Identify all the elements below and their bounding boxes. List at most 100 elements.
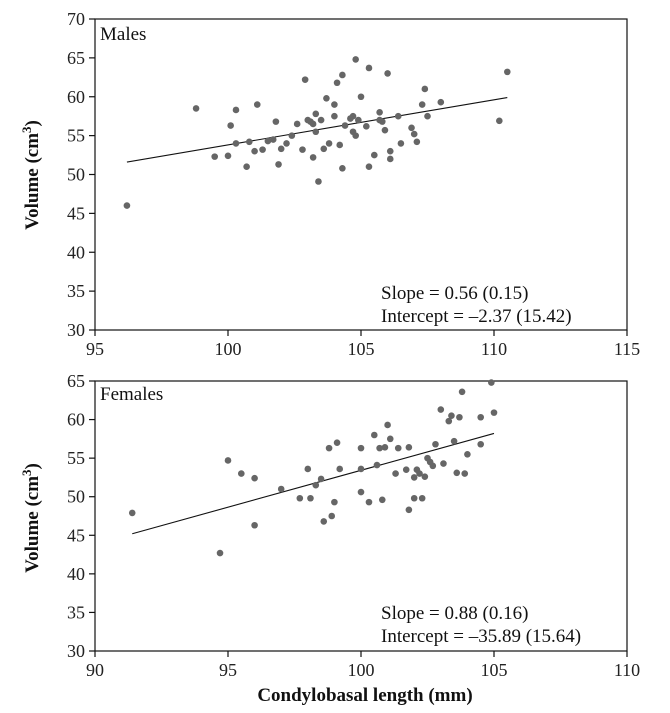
males-y-tick-label: 30 <box>67 320 85 340</box>
males-data-point <box>336 141 344 149</box>
males-x-tick-label: 110 <box>481 339 507 359</box>
females-data-point <box>477 413 485 421</box>
males-y-tick-label: 45 <box>67 203 85 223</box>
females-data-point <box>384 421 391 429</box>
females-data-point <box>307 494 314 502</box>
females-data-point <box>490 409 498 416</box>
males-x-tick-label: 95 <box>86 339 104 359</box>
females-data-point <box>277 485 285 493</box>
females-data-point <box>357 444 365 452</box>
males-x-tick-label: 115 <box>614 339 640 359</box>
females-data-point <box>477 440 485 448</box>
males-data-point <box>341 122 349 129</box>
females-data-point <box>456 413 463 421</box>
males-data-point <box>275 161 282 168</box>
males-y-tick-label: 60 <box>67 87 85 107</box>
males-panel-title: Males <box>100 24 146 45</box>
females-data-point <box>373 461 381 469</box>
males-y-tick-label: 55 <box>67 126 85 146</box>
females-data-point <box>437 406 445 413</box>
males-data-point <box>371 151 378 159</box>
females-slope-text: Slope = 0.88 (0.16) <box>381 603 528 624</box>
females-data-point <box>216 549 224 557</box>
males-data-point <box>312 128 320 136</box>
males-data-point <box>272 118 280 125</box>
females-data-point <box>440 460 447 467</box>
females-data-point <box>320 518 328 525</box>
males-data-point <box>320 145 328 153</box>
females-data-point <box>357 488 365 496</box>
females-data-point <box>381 444 389 451</box>
females-data-point <box>450 437 458 445</box>
females-data-point <box>304 465 312 473</box>
males-y-axis-label: Volume (cm3) <box>19 120 43 230</box>
females-y-tick-label: 35 <box>67 602 85 622</box>
males-data-point <box>365 64 373 72</box>
females-data-point <box>296 494 304 502</box>
females-data-point <box>461 470 469 477</box>
males-data-point <box>349 112 357 120</box>
males-y-tick-label: 70 <box>67 9 85 29</box>
females-data-point <box>432 440 439 448</box>
males-data-point <box>288 132 296 139</box>
females-data-point <box>224 457 232 464</box>
males-data-point <box>232 106 240 114</box>
females-data-point <box>418 494 426 502</box>
males-data-point <box>331 112 338 120</box>
females-data-point <box>445 417 453 425</box>
males-data-point <box>496 117 503 125</box>
females-y-tick-label: 65 <box>67 371 85 391</box>
males-data-point <box>355 116 362 124</box>
females-y-tick-label: 45 <box>67 525 85 545</box>
females-panel: Females Volume (cm3) Slope = 0.88 (0.16)… <box>19 371 640 680</box>
males-data-point <box>418 101 426 108</box>
females-y-tick-label: 55 <box>67 448 85 468</box>
males-data-point <box>352 56 359 63</box>
males-intercept-text: Intercept = –2.37 (15.42) <box>381 306 572 327</box>
females-data-point <box>392 470 399 477</box>
males-data-point <box>245 138 253 146</box>
females-data-point <box>325 444 333 452</box>
females-y-tick-label: 40 <box>67 564 85 584</box>
females-data-point <box>453 469 461 477</box>
males-data-point <box>376 109 383 116</box>
females-data-point <box>371 431 378 439</box>
males-data-point <box>339 71 346 79</box>
males-data-point <box>259 146 266 153</box>
females-data-point <box>251 521 258 529</box>
males-data-point <box>309 120 317 128</box>
females-data-point <box>410 494 418 502</box>
females-x-tick-label: 105 <box>481 660 508 680</box>
females-data-point <box>410 474 418 481</box>
females-x-tick-label: 110 <box>614 660 640 680</box>
males-data-point <box>363 122 370 130</box>
females-panel-title: Females <box>100 384 163 405</box>
females-data-point <box>331 498 338 506</box>
females-data-point <box>402 466 410 474</box>
males-data-point <box>123 202 131 209</box>
females-plot-frame <box>94 380 628 652</box>
males-data-point <box>317 116 325 124</box>
males-slope-text: Slope = 0.56 (0.15) <box>381 283 528 304</box>
males-data-point <box>352 132 359 139</box>
males-data-point <box>253 101 261 108</box>
females-data-point <box>376 444 383 452</box>
males-data-point <box>365 163 373 171</box>
males-data-point <box>315 178 322 185</box>
males-y-tick-label: 50 <box>67 165 85 185</box>
males-data-point <box>312 110 320 118</box>
females-data-point <box>365 498 373 506</box>
males-data-point <box>224 152 232 160</box>
females-data-point <box>336 465 344 473</box>
females-x-tick-label: 100 <box>348 660 375 680</box>
males-data-point <box>381 126 389 134</box>
males-data-point <box>251 147 258 155</box>
males-data-point <box>269 136 277 143</box>
males-data-point <box>277 145 285 153</box>
females-data-point <box>386 435 394 443</box>
males-y-tick-label: 65 <box>67 48 85 68</box>
females-data-point <box>328 512 336 520</box>
males-data-point <box>437 98 445 106</box>
males-data-point <box>504 68 511 76</box>
males-data-point <box>378 118 386 125</box>
